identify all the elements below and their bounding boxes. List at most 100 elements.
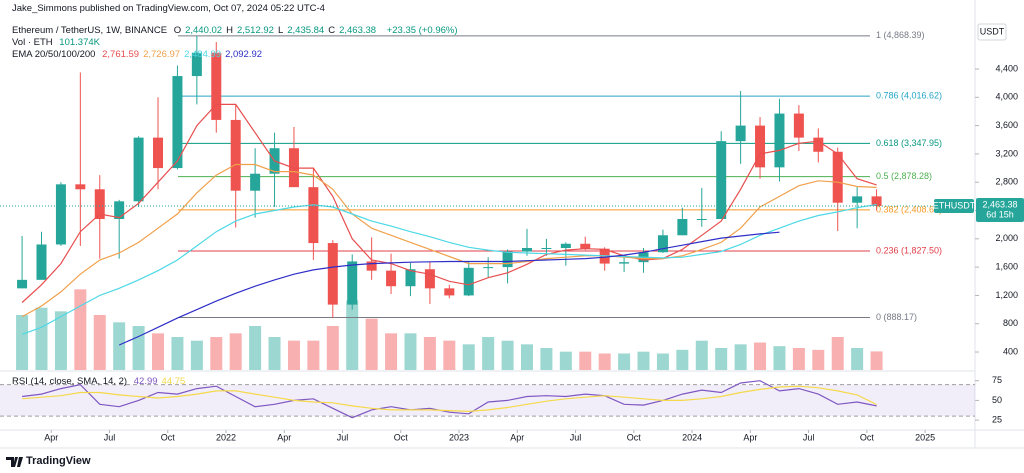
price-tag-label: 2,463.38 [982,199,1017,209]
candle-body [308,187,319,244]
volume-bar [559,351,572,370]
ohlc-value: 2,512.92 [236,25,274,36]
volume-title: Vol · ETH [12,37,53,48]
volume-bar [521,344,533,370]
x-tick-label: Jul [104,432,116,442]
volume-bar [540,348,553,370]
volume-last: 101.374K [59,37,100,48]
candle-body [541,248,552,250]
rsi-tick-label: 75 [992,375,1002,385]
volume-bar [268,337,281,370]
x-tick-label: Apr [510,432,524,442]
candle-body [405,269,416,287]
unit-label: USDT [980,26,1005,36]
volume-bar [579,351,592,370]
volume-bar [171,337,184,370]
candle-body [172,76,183,169]
rsi-line [22,385,877,413]
volume-bar [35,307,48,370]
volume-bar [637,351,650,370]
candle-body [483,267,494,269]
x-tick-label: Oct [860,432,875,442]
ema-line [118,231,780,346]
price-tag [976,198,1024,223]
candle-body [191,52,202,77]
symbol-tag [934,199,974,214]
symbol: Ethereum / TetherUS, 1W, BINANCE [12,25,168,36]
candle-body [94,189,105,219]
volume-bar [54,311,67,370]
candle-body [366,261,377,271]
candle-body [657,235,668,253]
volume-bar [851,348,864,370]
ohlc: O 2,440.02 H 2,512.92 L 2,435.84 C 2,463.38 [174,25,380,36]
x-tick-label: Jul [337,432,349,442]
fib-label: 0.236 (1,827.50) [876,245,942,255]
volume-legend: Vol · ETH 101.374K [12,37,104,48]
fib-label: 0 (888.17) [876,312,917,322]
candle-body [36,244,47,280]
candle-body [580,243,591,249]
y-tick-label: 3,200 [995,148,1018,158]
ohlc-key: L [277,25,284,36]
candle-body [522,248,532,252]
x-tick-label: Apr [743,432,757,442]
candle-body [386,270,397,287]
y-tick-label: 400 [1003,346,1018,356]
volume-bar [656,353,669,370]
ema-last: 2,484.99 [184,49,222,60]
candle-body [444,288,455,296]
ema-title: EMA 20/50/100/200 [12,49,96,60]
publisher: Jake_Simmons published on TradingView.co… [12,3,325,14]
y-tick-label: 1,600 [995,261,1018,271]
brand-logo [6,457,23,467]
rsi-last: 42.99 [133,376,158,387]
volume-bar [132,326,145,370]
candle-body [211,52,222,120]
volume-bar [287,340,300,370]
volume-bar [16,315,29,370]
x-tick-label: Apr [277,432,291,442]
rsi-legend: RSI (14, close, SMA, 14, 2) 42.99 44.75 [12,376,189,387]
fib-label: 1 (4,868.39) [876,30,925,40]
volume-bar [346,300,359,370]
x-tick-label: 2023 [449,432,469,442]
ohlc-key: O [173,25,182,36]
candle-body [755,125,766,168]
fib-label: 0.618 (3,347.95) [876,138,942,148]
volume-bar [618,353,631,370]
countdown-label: 6d 15h [986,209,1014,219]
ema-last: 2,761.59 [102,49,140,60]
candle-body [230,119,241,191]
x-tick-label: 2024 [682,432,702,442]
y-tick-label: 2,800 [995,177,1018,187]
candle-body [813,137,824,152]
rsi-title: RSI (14, close, SMA, 14, 2) [12,376,128,387]
candle-body [133,137,144,202]
ema-last: 2,092.92 [225,49,263,60]
ohlc-value: 2,463.38 [339,25,377,36]
candle-body [250,173,261,191]
x-tick-label: 2022 [216,432,236,442]
volume-bar [598,353,611,370]
candle-body [347,261,358,305]
rsi-last: 44.75 [161,376,186,387]
fib-label: 0.786 (4,016.62) [876,90,942,100]
y-tick-label: 4,000 [995,92,1018,102]
unit-box [977,23,1007,41]
fib-label: 0.382 (2,408.61) [876,204,942,214]
candle-body [424,269,435,289]
x-tick-label: 2025 [915,432,935,442]
ema-line [21,203,877,335]
candle-body [114,201,125,219]
volume-bar [365,318,378,370]
ema-legend: EMA 20/50/100/200 2,761.59 2,726.97 2,484.… [12,49,266,60]
symbol-tag-label: ETHUSDT [933,200,976,210]
volume-bar [93,315,106,370]
candle-body [560,243,571,249]
candle-body [774,113,785,168]
candle-body [55,184,66,245]
x-tick-label: Jul [803,432,815,442]
ema-line [21,103,877,303]
